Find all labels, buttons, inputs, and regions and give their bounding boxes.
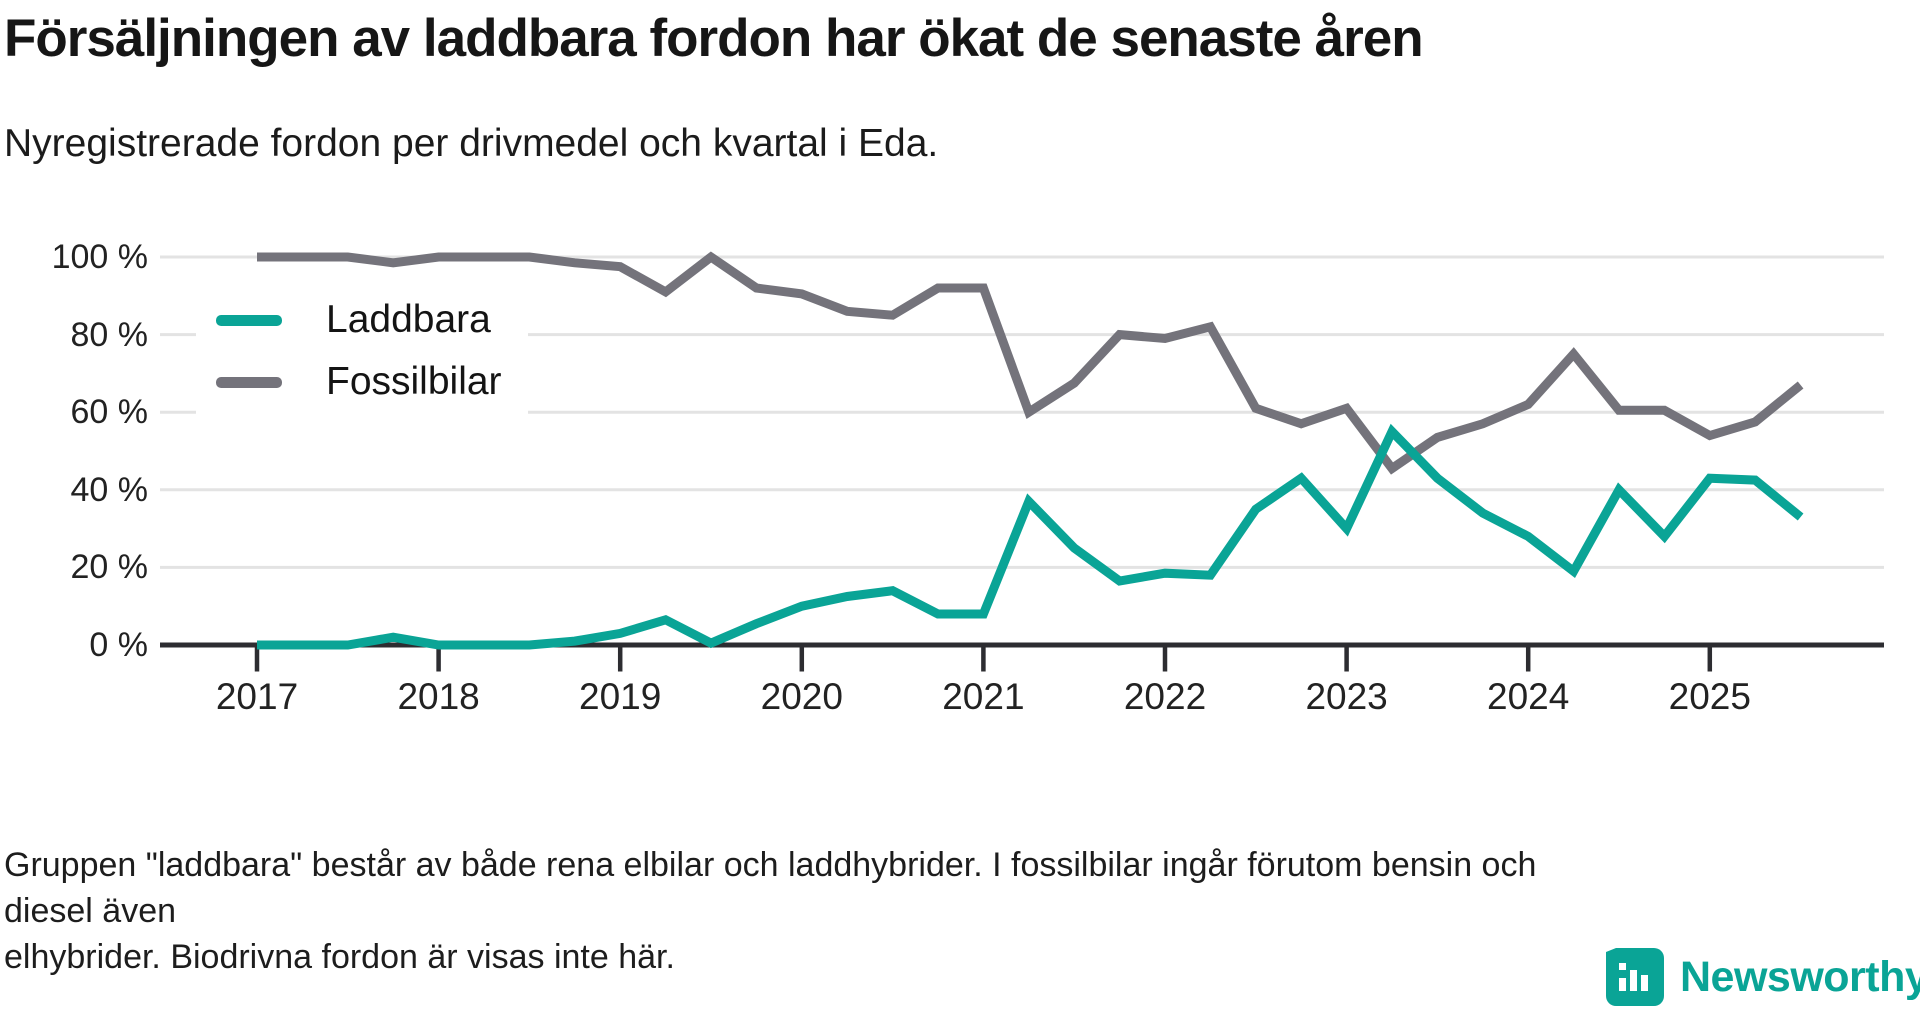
newsworthy-branding: Newsworthy <box>1606 948 1920 1006</box>
bar-chart-logo-icon <box>1606 948 1664 1006</box>
y-tick-label-80: 80 % <box>70 315 149 354</box>
x-tick-label-2021: 2021 <box>942 676 1025 717</box>
x-tick-label-2019: 2019 <box>579 676 662 717</box>
data-series <box>257 251 1804 650</box>
y-tick-label-20: 20 % <box>70 548 149 587</box>
legend-label-laddbara: Laddbara <box>326 298 491 341</box>
x-tick-label-2020: 2020 <box>760 676 843 717</box>
footnote: Gruppen "laddbara" består av både rena e… <box>4 842 1604 980</box>
footnote-line-2: elhybrider. Biodrivna fordon är visas in… <box>4 938 675 976</box>
laddbara-line <box>257 423 1804 650</box>
legend-item-laddbara: Laddbara <box>216 298 502 342</box>
newsworthy-wordmark: Newsworthy <box>1680 952 1920 1001</box>
legend-swatch-laddbara <box>216 314 282 326</box>
chart-subtitle: Nyregistrerade fordon per drivmedel och … <box>4 122 939 165</box>
chart-legend: Laddbara Fossilbilar <box>196 288 528 416</box>
y-tick-label-0: 0 % <box>89 626 148 664</box>
x-axis <box>160 642 1884 672</box>
x-tick-label-2025: 2025 <box>1668 676 1751 717</box>
x-tick-label-2023: 2023 <box>1305 676 1388 717</box>
x-tick-label-2022: 2022 <box>1123 676 1207 717</box>
page-title: Försäljningen av laddbara fordon har öka… <box>4 9 1424 68</box>
legend-label-fossilbilar: Fossilbilar <box>326 360 502 403</box>
x-tick-label-2017: 2017 <box>215 676 299 717</box>
legend-item-fossilbilar: Fossilbilar <box>216 360 502 404</box>
x-tick-label-2024: 2024 <box>1487 676 1570 717</box>
fossilbilar-line <box>257 251 1804 475</box>
y-tick-label-100: 100 % <box>51 238 148 276</box>
x-tick-label-2018: 2018 <box>397 676 480 717</box>
y-tick-label-40: 40 % <box>70 470 149 509</box>
legend-swatch-fossilbilar <box>216 376 282 388</box>
y-tick-label-60: 60 % <box>70 393 149 432</box>
footnote-line-1: Gruppen "laddbara" består av både rena e… <box>4 846 1537 930</box>
